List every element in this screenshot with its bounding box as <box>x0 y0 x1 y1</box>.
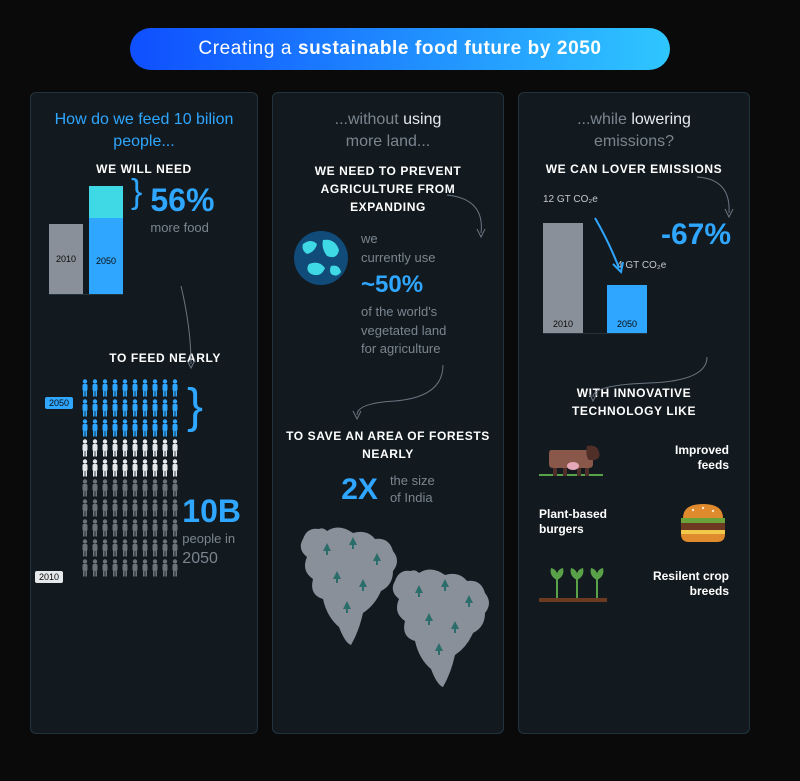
col1-stat: 56% <box>150 182 214 219</box>
col3-heading: ...while loweringemissions? <box>531 109 737 152</box>
land-l3: of the world's <box>361 304 437 319</box>
col1-pop-sub2: 2050 <box>182 548 241 570</box>
em-bar-label-2: 2050 <box>617 319 637 329</box>
people-grid <box>81 379 179 577</box>
land-l2: currently use <box>361 250 435 265</box>
land-l5: for agriculture <box>361 341 440 356</box>
col1-heading: How do we feed 10 bilion people... <box>43 109 245 152</box>
em-bar-2010: 2010 <box>543 223 583 333</box>
col3-stat: -67% <box>661 218 731 252</box>
col1-stat-sub: more food <box>150 219 214 237</box>
page-title: Creating a sustainable food future by 20… <box>130 28 670 70</box>
col1-pop-sub1: people in <box>182 530 241 548</box>
panel-feed-people: How do we feed 10 bilion people... WE WI… <box>30 92 258 734</box>
panel-land: ...without usingmore land... WE NEED TO … <box>272 92 504 734</box>
brace-icon-2: } <box>187 383 203 431</box>
land-stat: ~50% <box>361 271 423 298</box>
arrow-decline-icon <box>589 212 639 282</box>
curve-icon-2 <box>343 361 463 421</box>
bar-2050-cap <box>89 186 123 218</box>
bar-2050: 2050 <box>89 186 123 294</box>
title-bold: sustainable food future by 2050 <box>298 38 602 59</box>
bar-2010: 2010 <box>49 224 83 294</box>
plant-icon <box>539 564 607 604</box>
item-3-label: Resilent crop breeds <box>639 569 729 600</box>
item-1-label: Improved feeds <box>649 443 729 474</box>
people-label-2010: 2010 <box>35 571 63 583</box>
bar-label-2010: 2010 <box>56 254 76 264</box>
people-label-2050: 2050 <box>45 397 73 409</box>
col2-sub2: TO SAVE AN AREA OF FORESTS NEARLY <box>285 427 491 463</box>
land-l4: vegetated land <box>361 323 446 338</box>
globe-icon <box>293 230 349 286</box>
curve-icon-1 <box>437 189 497 239</box>
col1-bar-chart: 2010 2050 <box>49 186 123 295</box>
tech-items: Improved feeds Plant-based burgers <box>531 436 737 604</box>
em-bar-label-1: 2010 <box>553 319 573 329</box>
curve-icon-4 <box>579 353 719 403</box>
bar-label-2050: 2050 <box>96 256 116 266</box>
col1-sub1: WE WILL NEED <box>43 162 245 176</box>
india-maps <box>285 521 491 701</box>
columns: How do we feed 10 bilion people... WE WI… <box>30 92 770 734</box>
col1-pop-stat: 10B <box>182 493 241 530</box>
forest-sub1: the size <box>390 473 435 488</box>
cow-icon <box>539 436 603 480</box>
panel-emissions: ...while loweringemissions? WE CAN LOVER… <box>518 92 750 734</box>
em-top-label-1: 12 GT CO₂e <box>543 194 598 205</box>
forest-stat: 2X <box>341 473 378 507</box>
em-bar-2050: 2050 <box>607 285 647 333</box>
land-l1: we <box>361 231 378 246</box>
forest-sub2: of India <box>390 490 433 505</box>
col2-heading: ...without usingmore land... <box>285 109 491 152</box>
india-icon-2 <box>381 563 501 698</box>
title-prefix: Creating a <box>198 38 298 59</box>
item-2-label: Plant-based burgers <box>539 507 629 538</box>
brace-icon: } <box>131 186 142 200</box>
col1-sub2: TO FEED NEARLY <box>43 351 245 365</box>
burger-icon <box>677 500 729 544</box>
